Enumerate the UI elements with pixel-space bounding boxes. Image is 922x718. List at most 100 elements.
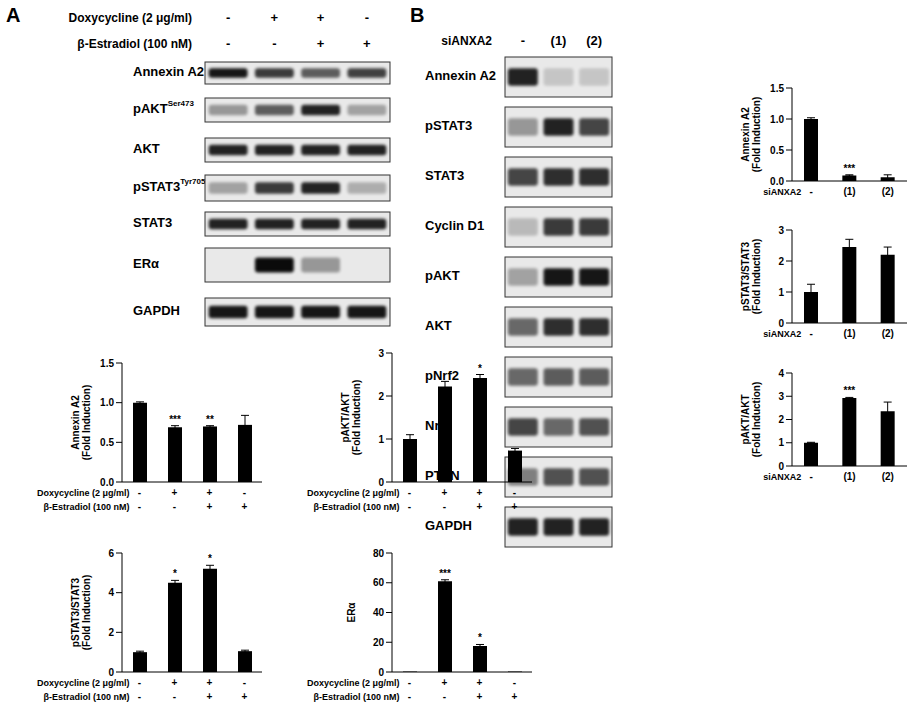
svg-text:A: A xyxy=(8,4,20,26)
svg-text:***: *** xyxy=(169,414,181,425)
svg-text:+: + xyxy=(207,501,213,512)
svg-text:***: *** xyxy=(843,163,855,174)
svg-text:+: + xyxy=(172,677,178,688)
svg-text:(Fold Induction): (Fold Induction) xyxy=(81,575,92,651)
svg-text:+: + xyxy=(207,691,213,702)
svg-text:pAKT: pAKT xyxy=(425,268,460,283)
svg-text:+: + xyxy=(442,677,448,688)
svg-text:(Fold Induction): (Fold Induction) xyxy=(351,380,362,456)
svg-text:*: * xyxy=(478,363,482,374)
svg-text:+: + xyxy=(207,487,213,498)
svg-text:+: + xyxy=(512,501,518,512)
svg-text:-: - xyxy=(226,10,230,25)
svg-text:0: 0 xyxy=(378,667,384,678)
svg-text:3: 3 xyxy=(778,391,784,402)
svg-text:-: - xyxy=(408,501,411,512)
svg-text:2: 2 xyxy=(378,391,384,402)
svg-text:3: 3 xyxy=(378,348,384,359)
svg-text:+: + xyxy=(442,487,448,498)
svg-text:ERα: ERα xyxy=(346,602,357,623)
svg-text:β-Estradiol (100 nM): β-Estradiol (100 nM) xyxy=(77,37,192,51)
svg-text:-: - xyxy=(243,677,246,688)
svg-text:-: - xyxy=(243,487,246,498)
svg-text:STAT3: STAT3 xyxy=(425,168,464,183)
svg-text:0: 0 xyxy=(108,667,114,678)
svg-text:0: 0 xyxy=(378,477,384,488)
svg-text:-: - xyxy=(443,501,446,512)
svg-text:-: - xyxy=(408,691,411,702)
svg-text:2: 2 xyxy=(778,414,784,425)
svg-text:β-Estradiol (100 nM): β-Estradiol (100 nM) xyxy=(313,502,399,512)
svg-text:Doxycycline (2 μg/ml): Doxycycline (2 μg/ml) xyxy=(307,678,400,688)
svg-text:-: - xyxy=(365,10,369,25)
svg-text:β-Estradiol (100 nM): β-Estradiol (100 nM) xyxy=(43,692,129,702)
svg-text:GAPDH: GAPDH xyxy=(425,518,472,533)
svg-text:2: 2 xyxy=(778,256,784,267)
svg-text:*: * xyxy=(478,632,482,643)
svg-text:pSTAT3Tyr705: pSTAT3Tyr705 xyxy=(133,177,206,194)
svg-text:1.5: 1.5 xyxy=(100,358,114,369)
svg-text:40: 40 xyxy=(373,607,385,618)
svg-text:B: B xyxy=(410,4,424,26)
svg-text:ERα: ERα xyxy=(133,256,159,271)
svg-text:-: - xyxy=(138,501,141,512)
svg-text:(Fold Induction): (Fold Induction) xyxy=(81,385,92,461)
svg-text:1: 1 xyxy=(378,434,384,445)
svg-text:(Fold Induction): (Fold Induction) xyxy=(751,97,762,173)
svg-text:-: - xyxy=(173,691,176,702)
svg-text:1.0: 1.0 xyxy=(100,397,114,408)
svg-text:60: 60 xyxy=(373,577,385,588)
svg-text:***: *** xyxy=(439,568,451,579)
svg-text:Annexin A2: Annexin A2 xyxy=(740,107,751,162)
svg-text:-: - xyxy=(408,487,411,498)
svg-text:0.0: 0.0 xyxy=(770,176,784,187)
svg-text:1.0: 1.0 xyxy=(770,114,784,125)
svg-text:+: + xyxy=(363,36,371,51)
svg-text:+: + xyxy=(317,10,325,25)
svg-text:Annexin A2: Annexin A2 xyxy=(133,64,204,79)
svg-text:+: + xyxy=(477,501,483,512)
svg-text:*: * xyxy=(208,553,212,564)
svg-text:(Fold Induction): (Fold Induction) xyxy=(751,239,762,315)
svg-text:+: + xyxy=(512,691,518,702)
svg-text:+: + xyxy=(172,487,178,498)
svg-text:pAKT/AKT: pAKT/AKT xyxy=(740,395,751,445)
svg-text:-: - xyxy=(173,501,176,512)
svg-text:-: - xyxy=(138,677,141,688)
svg-text:2: 2 xyxy=(108,627,114,638)
svg-text:Annexin A2: Annexin A2 xyxy=(70,395,81,450)
svg-text:-: - xyxy=(272,36,276,51)
svg-text:+: + xyxy=(317,36,325,51)
svg-text:4: 4 xyxy=(108,587,114,598)
svg-text:Doxycycline (2 μg/ml): Doxycycline (2 μg/ml) xyxy=(37,488,130,498)
svg-text:+: + xyxy=(477,487,483,498)
svg-text:-: - xyxy=(138,691,141,702)
svg-text:siANXA2: siANXA2 xyxy=(763,329,801,339)
svg-text:+: + xyxy=(477,691,483,702)
svg-text:siANXA2: siANXA2 xyxy=(763,472,801,482)
svg-text:*: * xyxy=(173,568,177,579)
svg-text:(1): (1) xyxy=(843,186,855,197)
svg-text:GAPDH: GAPDH xyxy=(133,303,180,318)
svg-text:(1): (1) xyxy=(843,471,855,482)
svg-text:(1): (1) xyxy=(843,328,855,339)
svg-text:pAKTSer473: pAKTSer473 xyxy=(133,99,194,116)
svg-text:(Fold Induction): (Fold Induction) xyxy=(751,382,762,458)
svg-text:Doxycycline (2 μg/ml): Doxycycline (2 μg/ml) xyxy=(69,11,192,25)
svg-text:AKT: AKT xyxy=(425,318,452,333)
svg-text:6: 6 xyxy=(108,548,114,559)
svg-text:(2): (2) xyxy=(586,33,602,48)
svg-text:(1): (1) xyxy=(551,33,567,48)
svg-text:+: + xyxy=(271,10,279,25)
svg-text:1.5: 1.5 xyxy=(770,83,784,94)
svg-text:+: + xyxy=(477,677,483,688)
svg-text:β-Estradiol (100 nM): β-Estradiol (100 nM) xyxy=(43,502,129,512)
svg-text:-: - xyxy=(138,487,141,498)
svg-text:20: 20 xyxy=(373,637,385,648)
svg-text:AKT: AKT xyxy=(133,141,160,156)
svg-text:STAT3: STAT3 xyxy=(133,215,172,230)
svg-text:(2): (2) xyxy=(882,186,894,197)
svg-text:3: 3 xyxy=(778,225,784,236)
svg-text:Annexin A2: Annexin A2 xyxy=(425,68,496,83)
svg-text:***: *** xyxy=(843,385,855,396)
